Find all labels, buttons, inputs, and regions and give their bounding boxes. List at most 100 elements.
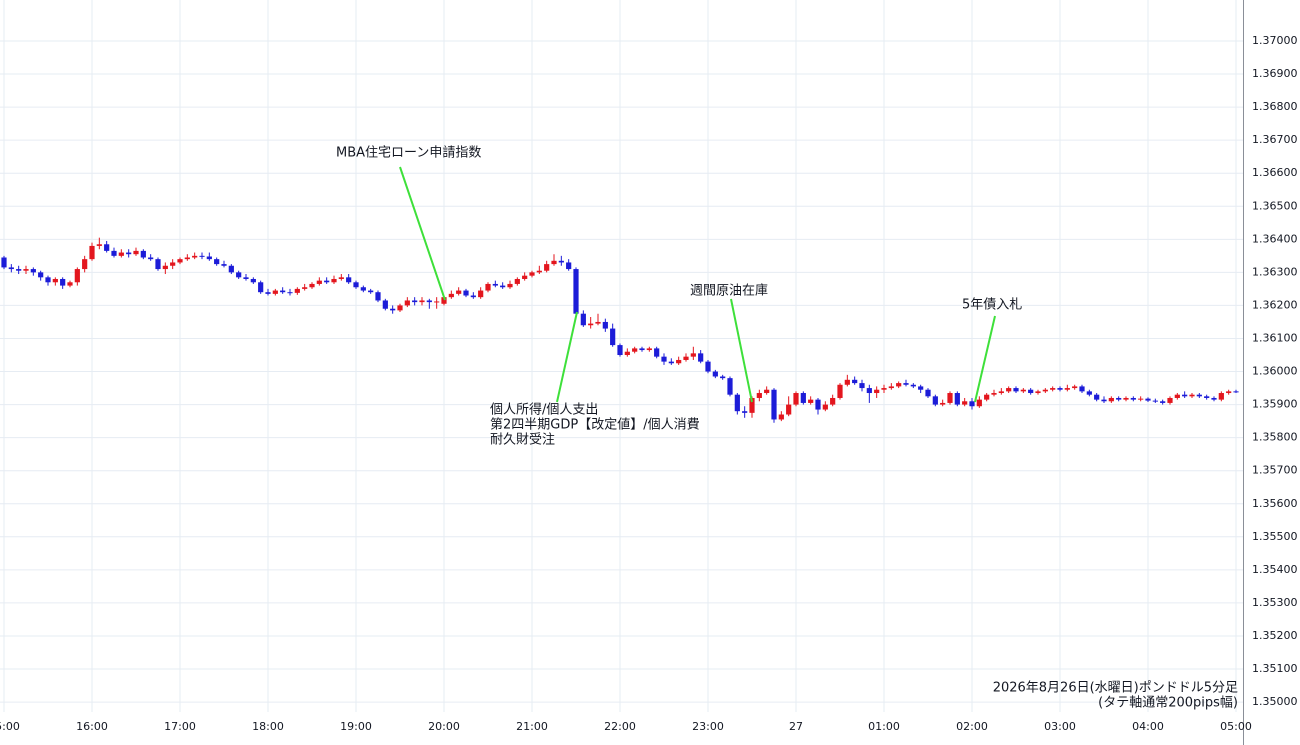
candle-body	[228, 265, 234, 273]
candle-body	[822, 404, 828, 410]
candle-body	[1013, 388, 1019, 392]
candle-body	[698, 353, 704, 362]
candle-body	[1138, 398, 1144, 400]
candle-body	[1211, 397, 1217, 400]
candle-body	[1072, 386, 1078, 389]
candle-body	[463, 290, 469, 296]
candle-body	[683, 356, 689, 360]
candle-body	[925, 389, 931, 397]
candle-body	[742, 411, 748, 413]
candle-body	[148, 257, 154, 260]
candle-body	[1189, 394, 1195, 397]
candle-body	[316, 280, 322, 284]
y-tick-label: 1.35200	[1252, 629, 1298, 642]
candle-body	[118, 252, 124, 256]
candle-body	[1086, 391, 1092, 395]
candle-body	[390, 308, 396, 311]
candle-body	[866, 388, 872, 394]
candle-body	[155, 259, 161, 270]
x-tick-label: 05:00	[1220, 720, 1252, 733]
candle-body	[258, 282, 264, 293]
candle-body	[448, 293, 454, 298]
y-tick-label: 1.36900	[1252, 67, 1298, 80]
y-tick-label: 1.35800	[1252, 431, 1298, 444]
candle-body	[910, 384, 916, 387]
candle-body	[331, 278, 337, 283]
candle-body	[720, 376, 726, 379]
candle-body	[192, 255, 198, 258]
candle-body	[588, 323, 594, 326]
annotation-text: 5年債入札	[962, 298, 1022, 313]
candle-body	[690, 353, 696, 357]
candle-body	[712, 371, 718, 377]
x-tick-label: 17:00	[164, 720, 196, 733]
y-tick-label: 1.35500	[1252, 530, 1298, 543]
candle-body	[522, 275, 528, 279]
candle-body	[74, 269, 80, 283]
candle-body	[1218, 393, 1224, 400]
candle-body	[676, 359, 682, 364]
candle-body	[492, 283, 498, 286]
candle-body	[89, 245, 95, 260]
candle-body	[485, 283, 491, 291]
candle-body	[52, 278, 58, 283]
candle-body	[8, 267, 14, 270]
candle-body	[104, 244, 110, 251]
candle-body	[280, 290, 286, 293]
candle-body	[764, 389, 770, 394]
candle-body	[1006, 388, 1012, 392]
candle-body	[1064, 388, 1070, 390]
candle-body	[1057, 388, 1063, 390]
y-tick-label: 1.35900	[1252, 398, 1298, 411]
candle-body	[771, 389, 777, 420]
candle-body	[1116, 397, 1122, 400]
candle-body	[309, 283, 315, 288]
candle-body	[998, 391, 1004, 394]
candle-body	[96, 244, 102, 246]
candle-body	[852, 379, 858, 384]
candle-body	[558, 260, 564, 263]
candle-body	[133, 250, 139, 255]
y-tick-label: 1.36700	[1252, 133, 1298, 146]
candle-body	[1167, 397, 1173, 403]
candle-body	[177, 259, 183, 263]
x-tick-label: 27	[789, 720, 803, 733]
y-tick-label: 1.36100	[1252, 331, 1298, 344]
candle-body	[507, 283, 513, 288]
candle-body	[1160, 401, 1166, 403]
y-tick-label: 1.35700	[1252, 464, 1298, 477]
annotation-pointer	[556, 311, 578, 403]
candle-body	[837, 384, 843, 398]
candle-body	[184, 257, 190, 260]
candle-body	[30, 269, 36, 273]
candle-body	[800, 393, 806, 403]
candle-body	[705, 361, 711, 372]
candle-body	[500, 285, 506, 288]
y-tick-label: 1.35300	[1252, 596, 1298, 609]
candle-body	[1123, 397, 1129, 400]
candle-body	[1226, 391, 1232, 394]
candle-body	[514, 278, 520, 284]
candle-body	[918, 386, 924, 390]
candle-body	[786, 404, 792, 415]
y-tick-label: 1.37000	[1252, 34, 1298, 47]
candle-body	[140, 250, 146, 258]
candle-body	[595, 321, 601, 324]
candle-body	[991, 393, 997, 395]
candle-body	[1094, 394, 1100, 400]
annotation-pointer	[730, 298, 753, 403]
candle-body	[206, 256, 212, 260]
candle-body	[881, 388, 887, 390]
candle-body	[375, 292, 381, 301]
candle-body	[1079, 386, 1085, 392]
candle-body	[214, 259, 220, 265]
candle-body	[426, 300, 432, 303]
candle-body	[412, 300, 418, 303]
x-tick-label: 20:00	[428, 720, 460, 733]
candle-body	[302, 287, 308, 289]
candle-body	[815, 399, 821, 410]
x-tick-label: 21:00	[516, 720, 548, 733]
x-tick-label: 23:00	[692, 720, 724, 733]
candle-body	[382, 300, 388, 309]
candle-body	[661, 356, 667, 362]
